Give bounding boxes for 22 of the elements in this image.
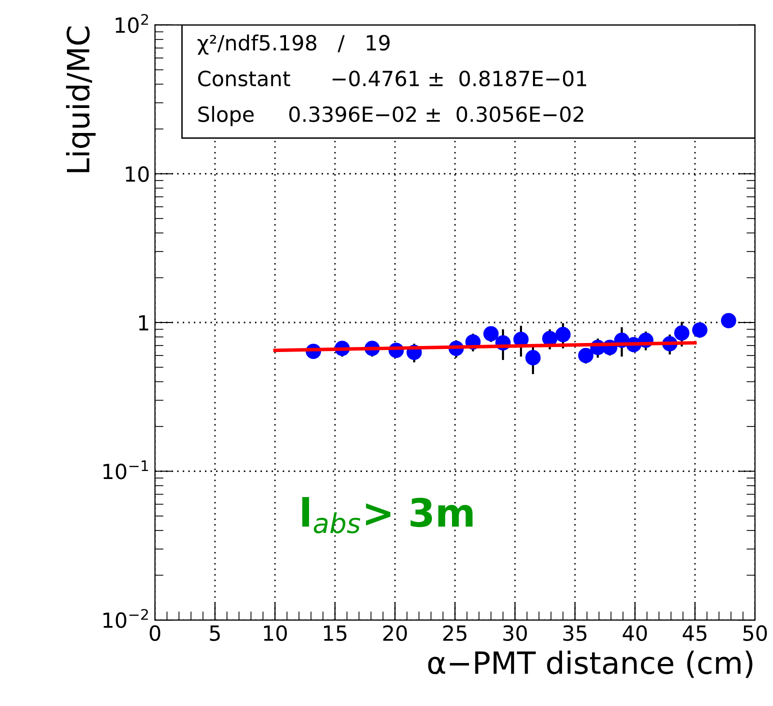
x-tick-label: 50 (743, 625, 767, 641)
x-tick-label: 40 (622, 625, 647, 641)
x-tick-label: 10 (264, 625, 287, 641)
x-tick-label: 25 (443, 625, 466, 641)
y-tick-label: 10$^{−1}$ (103, 460, 148, 480)
x-tick-label: 5 (210, 626, 220, 641)
annotation: Constant −0.4761 ± 0.8187E−01 (198, 70, 586, 86)
x-tick-label: 15 (324, 626, 346, 641)
y-tick-label: 10 (126, 166, 149, 182)
x-tick-label: 0 (150, 625, 160, 641)
annotation: l$_{abs}$> 3m (302, 497, 473, 534)
y-tick-label: 10$^{2}$ (116, 14, 148, 34)
y-tick-label: 10$^{−2}$ (103, 608, 148, 628)
x-tick-label: 20 (383, 625, 407, 641)
x-tick-label: 45 (682, 626, 706, 641)
x-tick-label: 35 (563, 625, 586, 641)
x-tick-label: 30 (503, 625, 527, 641)
annotation: Slope 0.3396E−02 ± 0.3056E−02 (198, 106, 584, 126)
annotation: χ²/ndf5.198 / 19 (198, 34, 390, 55)
y-tick-label: 1 (139, 315, 148, 330)
y-axis-title: Liquid/MC (66, 26, 96, 172)
x-axis-title: α−PMT distance (cm) (428, 650, 752, 678)
